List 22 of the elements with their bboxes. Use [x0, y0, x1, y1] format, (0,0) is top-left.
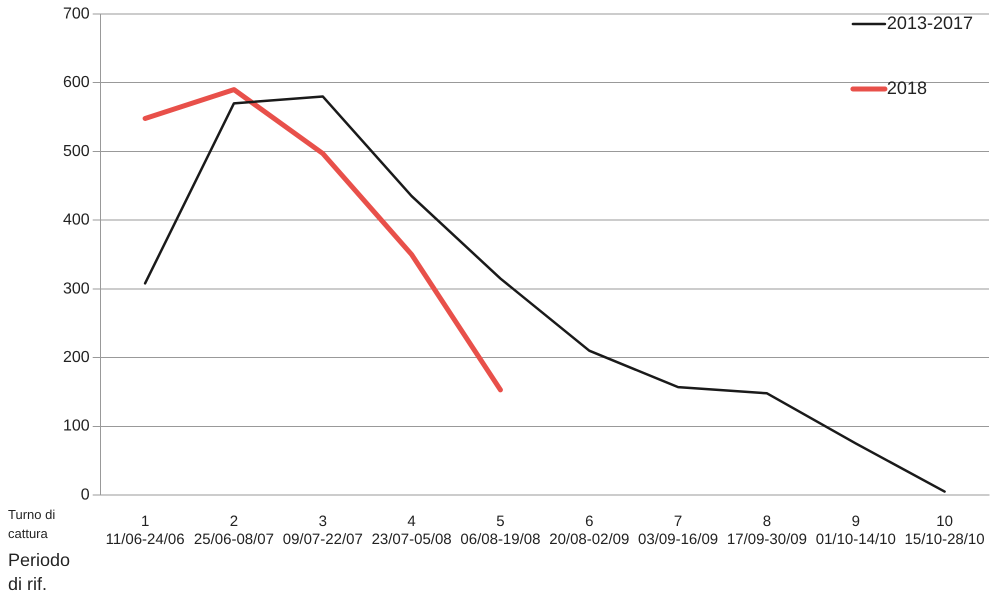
x-tick-label: 7 03/09-16/09	[638, 513, 718, 548]
y-tick-label: 700	[62, 5, 90, 22]
y-tick-label: 500	[62, 142, 90, 160]
y-tick-label: 200	[62, 348, 90, 366]
x-tick-label: 2 25/06-08/07	[194, 513, 274, 548]
x-tick-label: 8 17/09-30/09	[726, 513, 807, 548]
y-tick-label: 400	[62, 212, 90, 229]
x-tick-label: 10 15/10-28/10	[904, 513, 985, 548]
legend-label: 2018	[886, 78, 927, 98]
y-tick-label: 300	[62, 280, 90, 298]
text: Turno di cattura	[8, 507, 56, 542]
x-tick-label: 5 06/08-19/08	[460, 513, 540, 548]
x-tick-label: 4 23/07-05/08	[372, 513, 452, 548]
text: Periodo di rif.	[8, 550, 70, 593]
x-tick-label: 3 09/07-22/07	[282, 513, 363, 548]
x-tick-label: 6 20/08-02/09	[549, 513, 630, 548]
y-tick-label: 600	[62, 74, 90, 92]
x-tick-label: 1 11/06-24/06	[106, 513, 185, 548]
y-tick-label: 100	[62, 418, 90, 435]
x-tick-label: 9 01/10-14/10	[816, 513, 896, 548]
legend-label: 2013-2017	[886, 12, 974, 33]
y-tick-label: 0	[80, 486, 90, 504]
